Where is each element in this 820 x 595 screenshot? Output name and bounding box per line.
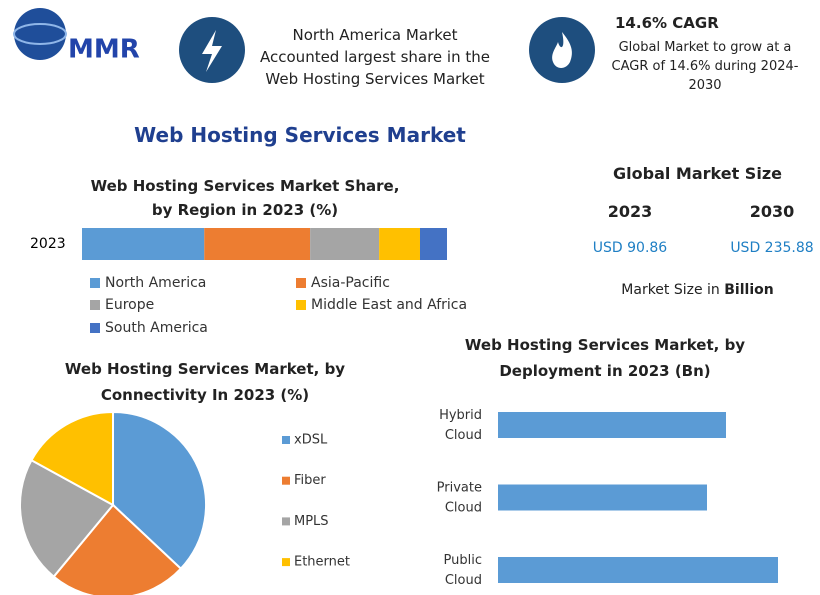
- logo-text: MMR: [68, 35, 140, 65]
- legend-swatch: [90, 323, 100, 333]
- bar: [498, 557, 778, 583]
- main-title: Web Hosting Services Market: [134, 123, 466, 147]
- legend-swatch: [282, 517, 290, 526]
- chart-title: Web Hosting Services Market, by Connecti…: [64, 360, 346, 404]
- year: 2023: [607, 202, 653, 221]
- pie-slice: [112, 410, 207, 571]
- cagr-text: Global Market to grow at a CAGR of 14.6%…: [611, 40, 799, 93]
- legend-label: Ethernet: [294, 555, 350, 570]
- bar-segment: [204, 228, 311, 260]
- pie-slice: [19, 458, 115, 579]
- legend-label: Middle East and Africa: [311, 297, 467, 313]
- note-bold: Billion: [724, 282, 774, 298]
- note: Market Size in: [621, 282, 720, 298]
- pie-slice: [30, 410, 114, 507]
- label-line: Private: [437, 480, 482, 495]
- legend-label: xDSL: [294, 433, 328, 448]
- legend-swatch: [282, 436, 290, 444]
- logo-globe: [14, 8, 66, 60]
- legend-label: South America: [105, 320, 208, 336]
- size-value: USD 90.86: [592, 240, 668, 256]
- legend-label: Europe: [105, 297, 154, 313]
- logo-ring: [13, 23, 67, 45]
- legend-swatch: [296, 300, 306, 310]
- legend-swatch: [282, 476, 290, 485]
- chart-title: Web Hosting Services Market, by Deployme…: [464, 336, 746, 380]
- cagr-title: 14.6% CAGR: [615, 14, 719, 32]
- size-title: Global Market Size: [613, 164, 782, 183]
- label-line: Hybrid: [439, 408, 482, 423]
- size-note: Market Size in Billion: [590, 282, 805, 298]
- chart-title: Web Hosting Services Market Share, by Re…: [90, 177, 400, 219]
- size-value: USD 235.88: [730, 240, 814, 256]
- bar-segment: [379, 228, 420, 260]
- pie-slice: [52, 503, 183, 595]
- flame: [552, 32, 572, 68]
- legend-swatch: [90, 278, 100, 288]
- label-line: Cloud: [445, 573, 482, 588]
- year: 2030: [749, 202, 795, 221]
- label-line: Cloud: [445, 428, 482, 443]
- bolt: [202, 30, 222, 72]
- bar: [498, 484, 707, 511]
- category-label: 2023: [30, 236, 66, 252]
- bar-segment: [82, 228, 205, 260]
- y-tick-label: Hybrid Cloud: [439, 408, 482, 443]
- y-tick-label: Public Cloud: [444, 553, 482, 588]
- bar-segment: [419, 228, 447, 260]
- legend-swatch: [296, 278, 306, 288]
- legend-label: Fiber: [294, 473, 326, 488]
- legend-swatch: [282, 558, 290, 567]
- legend-label: MPLS: [294, 514, 329, 529]
- bar-segment: [310, 228, 380, 260]
- legend-label: Asia-Pacific: [311, 275, 390, 291]
- legend-label: North America: [105, 275, 206, 291]
- label-line: Public: [444, 553, 482, 568]
- legend-swatch: [90, 300, 100, 310]
- fact: North America Market Accounted largest s…: [260, 26, 490, 88]
- y-tick-label: Private Cloud: [437, 480, 482, 515]
- label-line: Cloud: [445, 500, 482, 515]
- bar: [498, 412, 726, 438]
